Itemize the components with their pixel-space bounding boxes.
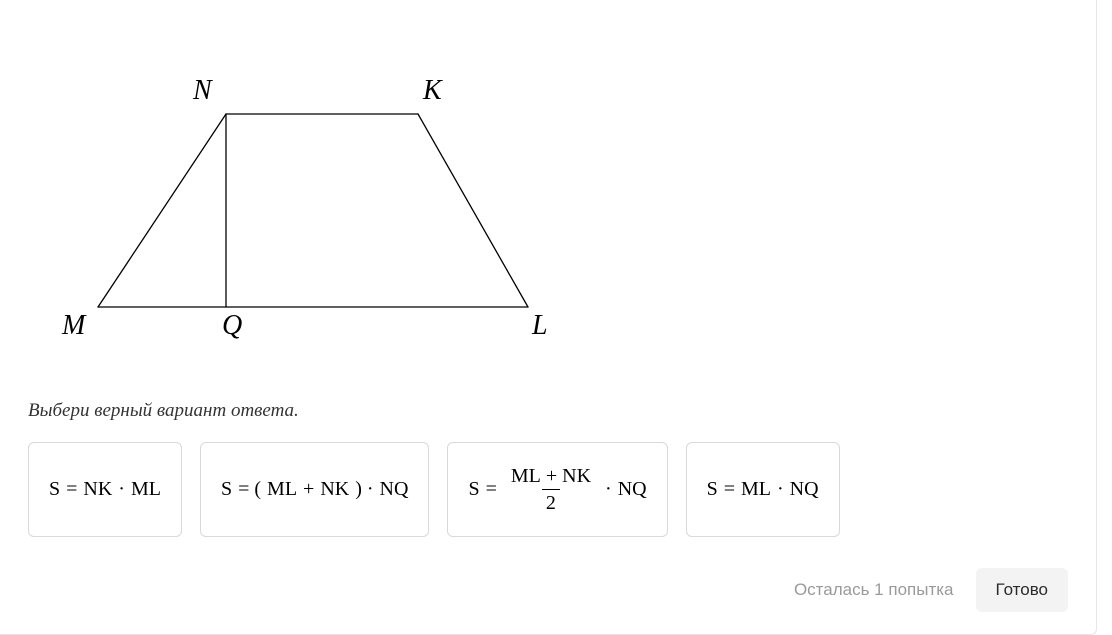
answer-option[interactable]: S = (ML + NK) · NQ (200, 442, 429, 537)
prompt-text: Выбери верный вариант ответа. (28, 400, 1068, 422)
diagram-svg (28, 20, 588, 330)
vertex-label-M: M (62, 310, 85, 342)
option-formula: S = (ML + NK) · NQ (221, 478, 408, 501)
done-button[interactable]: Готово (976, 568, 1069, 612)
vertex-label-Q: Q (222, 310, 242, 342)
question-card: N K M Q L Выбери верный вариант ответа. S = … (0, 0, 1097, 635)
answer-option[interactable]: S = NK · ML (28, 442, 182, 537)
answer-option[interactable]: S = ML + NK2 · NQ (447, 442, 667, 537)
option-formula: S = ML + NK2 · NQ (468, 465, 646, 514)
option-formula: S = ML · NQ (707, 478, 819, 501)
footer: Осталась 1 попытка Готово (794, 568, 1068, 612)
option-formula: S = NK · ML (49, 478, 161, 501)
vertex-label-K: K (423, 75, 442, 107)
trapezoid-diagram: N K M Q L (28, 20, 608, 360)
attempts-text: Осталась 1 попытка (794, 580, 954, 600)
answer-option[interactable]: S = ML · NQ (686, 442, 840, 537)
vertex-label-L: L (532, 310, 548, 342)
vertex-label-N: N (193, 75, 212, 107)
options-row: S = NK · ML S = (ML + NK) · NQ S = ML + NK… (28, 442, 1068, 537)
